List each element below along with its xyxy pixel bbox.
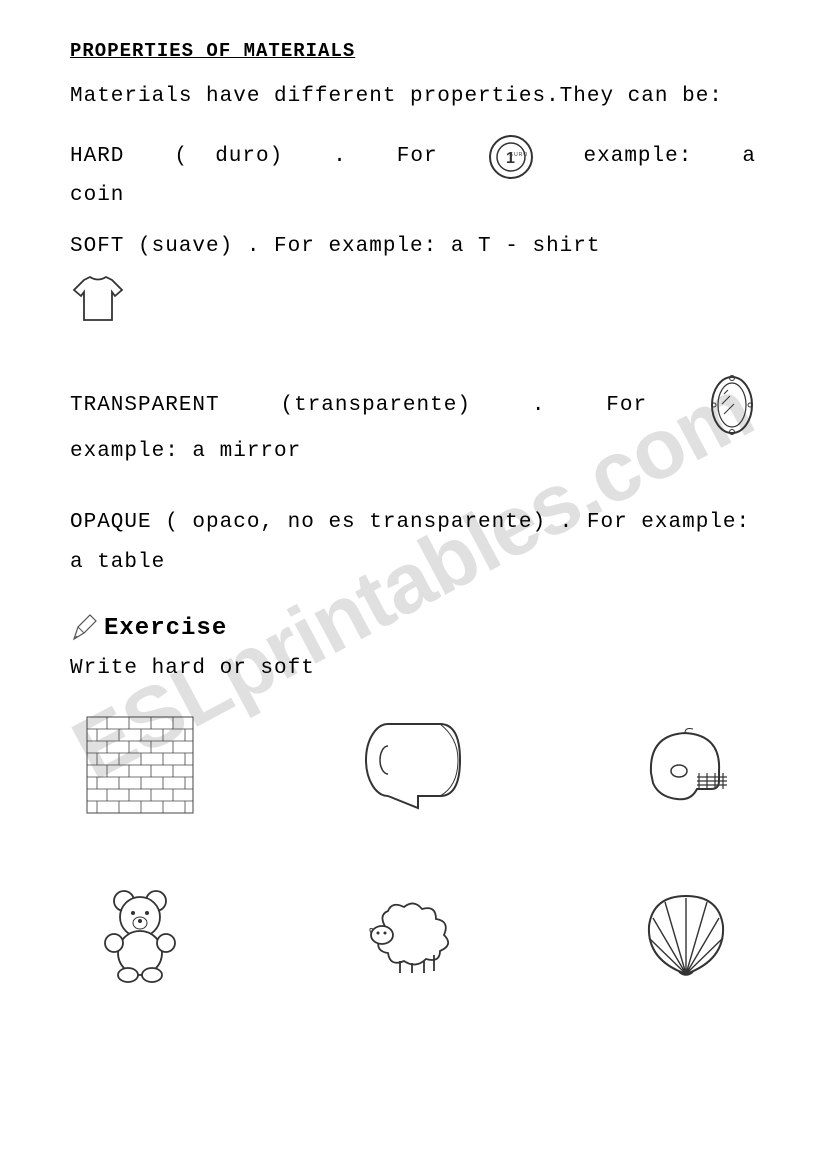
exercise-row-1 [70,710,756,820]
coin-icon: 1 EURO [488,134,534,180]
hard-example-word: example: [584,137,693,177]
opaque-text: OPAQUE ( opaco, no es transparente) . Fo… [70,503,756,583]
hard-example-item: a [742,137,756,177]
hard-dot: . [333,137,347,177]
pencil-icon [70,613,100,643]
exercise-instruction: Write hard or soft [70,657,756,680]
teddy-bear-icon [80,880,200,990]
mirror-icon [708,374,756,436]
tshirt-icon [70,274,126,324]
helmet-icon [626,710,746,820]
hard-translation: ( duro) [174,137,283,177]
property-hard: HARD ( duro) . For 1 EURO example: a [70,134,756,180]
wall-icon [80,710,200,820]
worksheet-page: PROPERTIES OF MATERIALS Materials have d… [0,0,826,1090]
transparent-dot: . [532,386,546,426]
shell-icon [626,880,746,990]
transparent-rest: example: a mirror [70,440,756,463]
transparent-translation: (transparente) [281,386,471,426]
page-title: PROPERTIES OF MATERIALS [70,40,756,62]
sheep-icon [353,880,473,990]
property-transparent: TRANSPARENT (transparente) . For [70,374,756,436]
svg-text:EURO: EURO [509,152,527,158]
property-opaque: OPAQUE ( opaco, no es transparente) . Fo… [70,503,756,583]
soft-text: SOFT (suave) . For example: a T - shirt [70,227,600,267]
transparent-for: For [606,386,647,426]
transparent-label: TRANSPARENT [70,386,220,426]
hard-item-continued: coin [70,184,756,207]
intro-text: Materials have different properties.They… [70,80,756,114]
hard-for: For [397,137,438,177]
toilet-paper-icon [353,710,473,820]
property-soft: SOFT (suave) . For example: a T - shirt [70,227,756,267]
hard-label: HARD [70,137,124,177]
exercise-row-2 [70,880,756,990]
exercise-header: Exercise [70,613,756,643]
exercise-label: Exercise [104,615,227,642]
